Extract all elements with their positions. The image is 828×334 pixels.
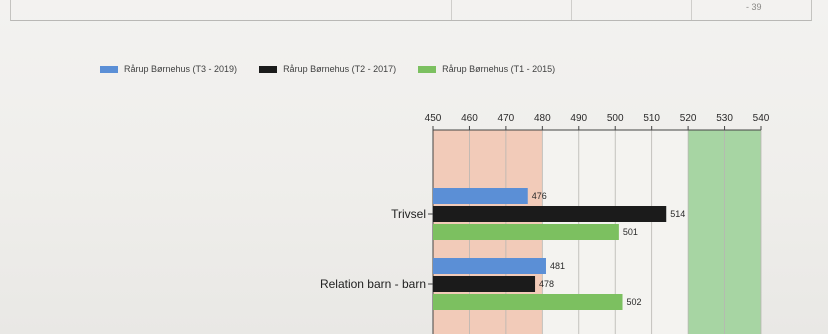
table-bottom-edge: - 39 xyxy=(10,0,812,21)
x-tick-label: 530 xyxy=(716,113,733,124)
chart-legend: Rårup Børnehus (T3 - 2019) Rårup Børnehu… xyxy=(100,61,577,77)
data-label: 481 xyxy=(550,261,565,271)
bar xyxy=(433,188,528,204)
bar xyxy=(433,258,546,274)
bar xyxy=(433,206,667,222)
legend-label-t1: Rårup Børnehus (T1 - 2015) xyxy=(442,64,556,74)
x-tick-label: 450 xyxy=(425,113,442,124)
data-label: 501 xyxy=(623,227,638,237)
data-label: 478 xyxy=(539,279,554,289)
bar xyxy=(433,224,619,240)
data-label: 476 xyxy=(532,191,547,201)
legend-swatch-t3 xyxy=(100,65,118,73)
x-tick-label: 460 xyxy=(461,113,478,124)
legend-swatch-t2 xyxy=(259,65,278,73)
table-divider xyxy=(571,0,572,20)
legend-swatch-t1 xyxy=(418,65,437,73)
category-label: Relation barn - barn xyxy=(320,277,426,291)
x-tick-label: 480 xyxy=(534,113,551,124)
x-tick-label: 540 xyxy=(753,113,770,124)
legend-item: Rårup Børnehus (T3 - 2019) xyxy=(100,64,237,74)
x-tick-label: 470 xyxy=(498,113,515,124)
legend-item: Rårup Børnehus (T1 - 2015) xyxy=(418,64,555,74)
legend-label-t2: Rårup Børnehus (T2 - 2017) xyxy=(283,64,397,74)
table-cell-value: - 39 xyxy=(746,2,762,12)
x-tick-label: 490 xyxy=(570,113,587,124)
x-tick-label: 510 xyxy=(643,113,660,124)
category-label: Trivsel xyxy=(391,207,426,221)
table-divider xyxy=(691,0,692,20)
legend-label-t3: Rårup Børnehus (T3 - 2019) xyxy=(124,64,238,74)
data-label: 514 xyxy=(670,209,685,219)
legend-item: Rårup Børnehus (T2 - 2017) xyxy=(259,64,396,74)
bar xyxy=(433,276,536,292)
bar xyxy=(433,294,623,310)
data-label: 502 xyxy=(627,297,642,307)
x-tick-label: 500 xyxy=(607,113,624,124)
table-divider xyxy=(451,0,452,20)
x-tick-label: 520 xyxy=(680,113,697,124)
